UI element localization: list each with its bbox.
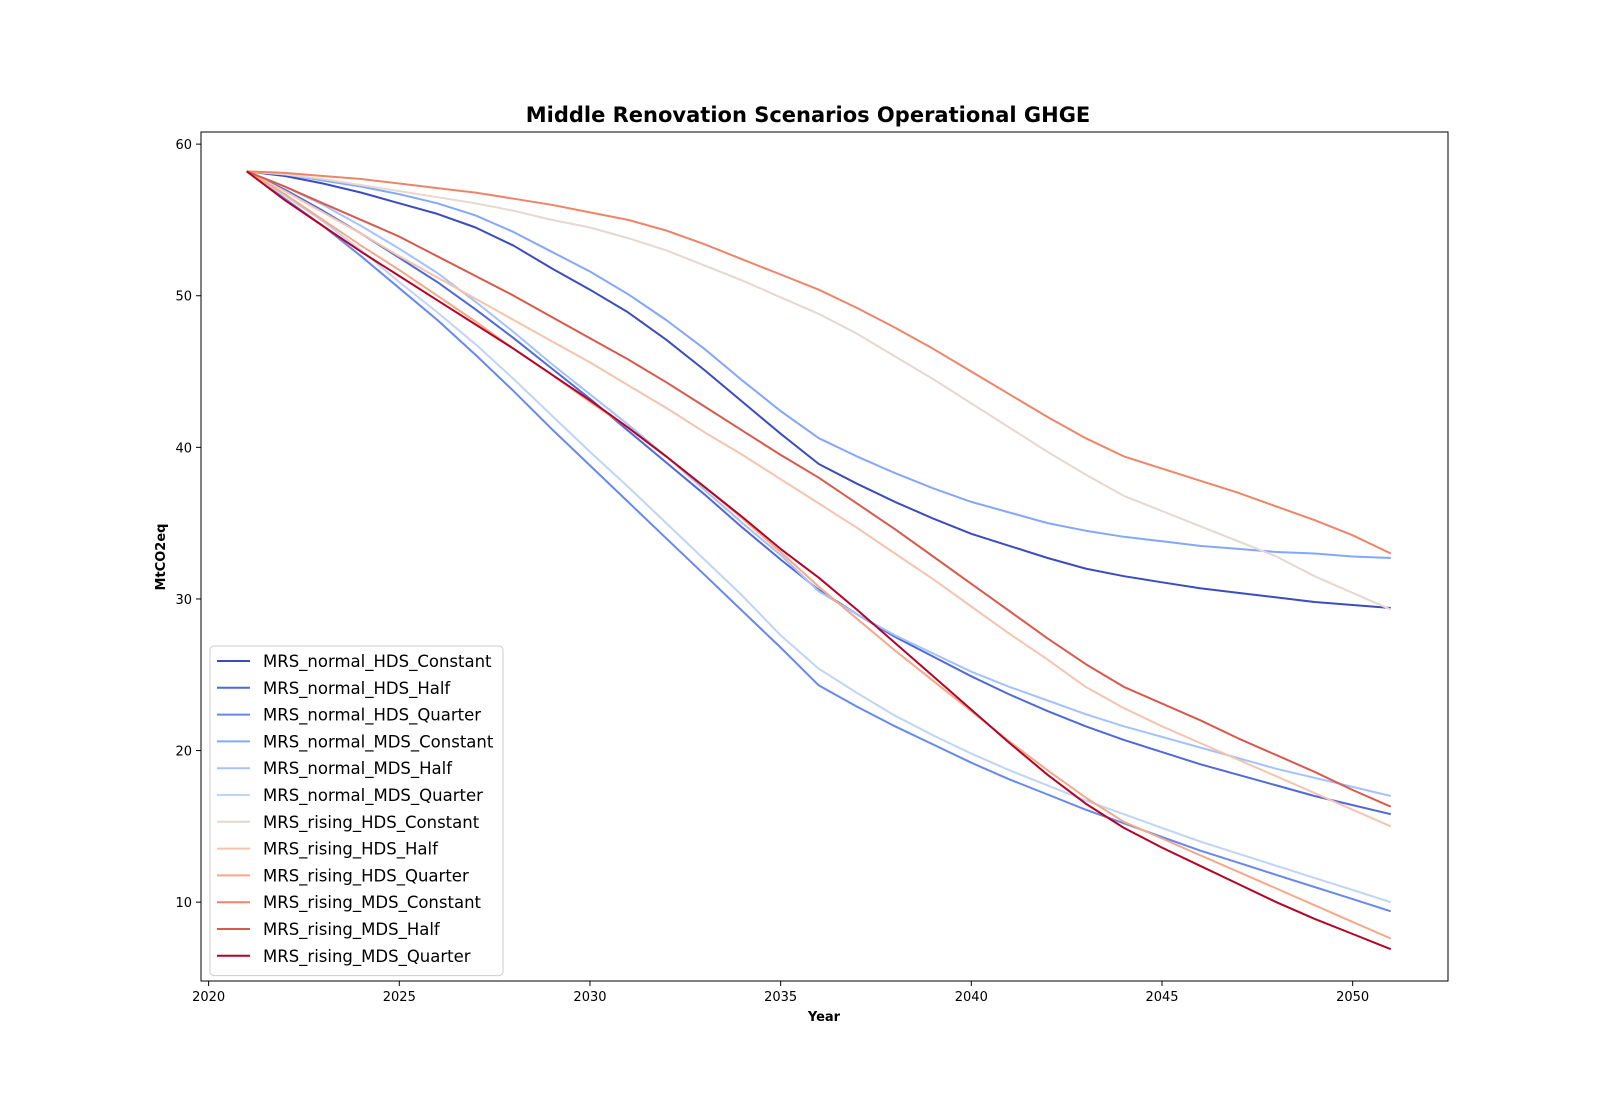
legend-item-label: MRS_normal_MDS_Constant [263,732,494,752]
y-tick-label: 20 [175,745,192,760]
legend-item-label: MRS_rising_MDS_Half [263,920,441,940]
legend-item-label: MRS_rising_HDS_Half [263,840,439,860]
legend-item-label: MRS_normal_HDS_Constant [263,652,492,672]
legend-item-label: MRS_rising_MDS_Constant [263,893,482,913]
y-tick-label: 60 [175,138,192,153]
y-tick-label: 30 [175,593,192,608]
x-tick-label: 2030 [573,990,606,1005]
series-line-MRS_rising_MDS_Constant [246,170,1392,555]
plot-frame [200,131,1449,982]
legend-item-label: MRS_normal_HDS_Quarter [263,706,481,726]
series-line-MRS_rising_MDS_Half [246,170,1392,808]
x-tick-label: 2020 [192,990,225,1005]
series-line-MRS_rising_HDS_Quarter [246,170,1392,940]
legend-item-label: MRS_normal_HDS_Half [263,679,451,699]
x-tick-label: 2045 [1145,990,1178,1005]
legend-box [209,645,504,977]
series-line-MRS_normal_MDS_Half [246,170,1392,797]
legend-item-label: MRS_normal_MDS_Half [263,759,453,779]
y-tick-label: 10 [175,896,192,911]
x-tick-label: 2050 [1336,990,1369,1005]
legend: MRS_normal_HDS_Constant MRS_normal_HDS_Ha… [209,645,504,977]
legend-item-label: MRS_rising_MDS_Quarter [263,947,471,967]
series-line-MRS_normal_MDS_Quarter [246,170,1392,904]
x-tick-label: 2035 [764,990,797,1005]
series-line-MRS_normal_HDS_Half [246,170,1392,816]
y-tick-label: 50 [175,290,192,305]
series-line-MRS_rising_MDS_Quarter [246,170,1392,951]
x-axis: 2020 2025 2030 2035 2040 2045 2050 [192,981,1369,1005]
legend-item-label: MRS_rising_HDS_Constant [263,813,480,833]
legend-item-label: MRS_normal_MDS_Quarter [263,786,483,806]
x-tick-label: 2040 [955,990,988,1005]
x-axis-label: Year [807,1010,841,1025]
series-line-MRS_normal_HDS_Quarter [246,170,1392,913]
y-axis-label: MtCO2eq [154,524,169,591]
series-line-MRS_normal_HDS_Constant [246,170,1391,609]
legend-item-label: MRS_rising_HDS_Quarter [263,866,469,886]
series-line-MRS_rising_HDS_Constant [246,170,1392,611]
series-line-MRS_normal_MDS_Constant [246,170,1391,559]
series-lines [246,170,1392,951]
y-tick-label: 40 [175,441,192,456]
chart-title: Middle Renovation Scenarios Operational … [526,103,1091,127]
y-axis: 10 20 30 40 50 60 [175,138,201,911]
x-tick-label: 2025 [383,990,416,1005]
series-line-MRS_rising_HDS_Half [246,170,1392,828]
